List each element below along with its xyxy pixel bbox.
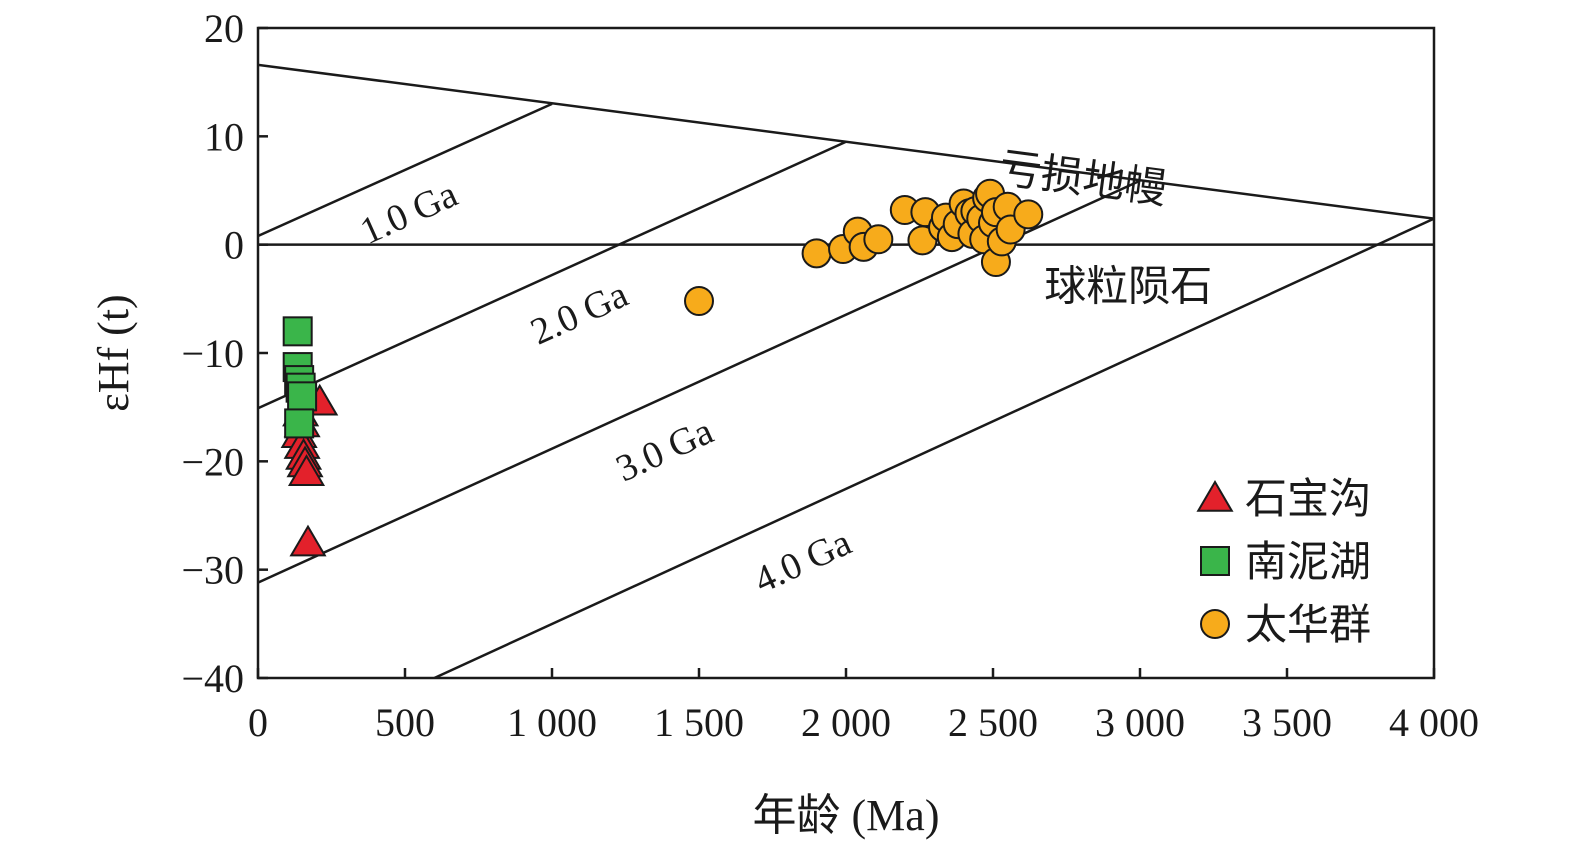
x-tick-label: 500 bbox=[375, 700, 435, 745]
y-tick-label: −10 bbox=[181, 331, 244, 376]
legend-label: 南泥湖 bbox=[1245, 537, 1371, 586]
y-tick-label: −20 bbox=[181, 439, 244, 484]
line-4.0-Ga bbox=[433, 217, 1434, 678]
x-tick-label: 3 000 bbox=[1095, 700, 1185, 745]
x-tick-label: 0 bbox=[248, 700, 268, 745]
x-tick-label: 2 500 bbox=[948, 700, 1038, 745]
data-point-triangle bbox=[289, 524, 327, 557]
x-tick-label: 4 000 bbox=[1389, 700, 1479, 745]
legend-marker-square bbox=[1200, 546, 1230, 576]
legend-label: 太华群 bbox=[1245, 600, 1371, 649]
data-point-square bbox=[282, 316, 313, 347]
data-points-layer bbox=[280, 178, 1044, 557]
data-point-circle bbox=[801, 238, 832, 269]
data-point-square bbox=[287, 381, 318, 412]
y-tick-label: −30 bbox=[181, 548, 244, 593]
line-2.0-Ga bbox=[258, 140, 847, 410]
x-tick-label: 1 500 bbox=[654, 700, 744, 745]
data-point-triangle bbox=[287, 454, 326, 486]
line-label: 2.0 Ga bbox=[525, 273, 635, 353]
x-tick-label: 2 000 bbox=[801, 700, 891, 745]
line-label: 4.0 Ga bbox=[748, 521, 858, 602]
data-point-circle bbox=[684, 286, 714, 316]
x-tick-label: 1 000 bbox=[507, 700, 597, 745]
data-point-circle bbox=[1013, 199, 1044, 230]
line-label: 3.0 Ga bbox=[610, 410, 720, 490]
x-axis-title: 年龄 (Ma) bbox=[753, 791, 940, 840]
chondrite-label: 球粒陨石 bbox=[1044, 262, 1212, 311]
y-axis-title: εHf (t) bbox=[89, 294, 138, 411]
axis-ticks-layer: 0 500 1 000 1 500 2 000 2 500 3 000 3 500 4 000 2… bbox=[181, 6, 1479, 745]
x-tick-label: 3 500 bbox=[1242, 700, 1332, 745]
data-point-circle bbox=[863, 224, 894, 255]
legend-marker-circle bbox=[1200, 609, 1230, 639]
y-tick-label: 10 bbox=[204, 114, 244, 159]
reference-lines-layer bbox=[258, 63, 1434, 678]
legend-marker-triangle bbox=[1196, 480, 1234, 512]
y-tick-label: 0 bbox=[224, 223, 244, 268]
y-tick-label: 20 bbox=[204, 6, 244, 51]
y-tick-label: −40 bbox=[181, 656, 244, 701]
legend-label: 石宝沟 bbox=[1245, 474, 1371, 523]
data-point-square bbox=[284, 408, 315, 439]
line-1.0-Ga bbox=[258, 102, 553, 238]
